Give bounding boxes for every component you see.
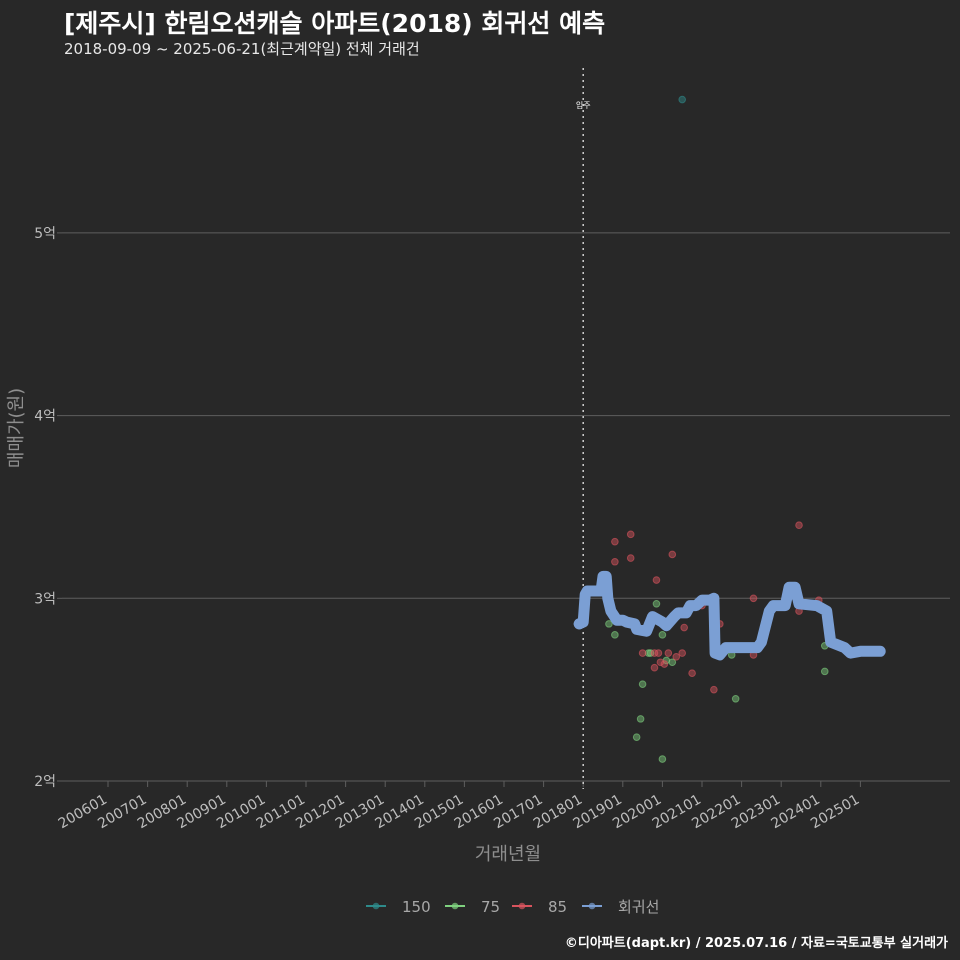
data-point-75 — [611, 631, 619, 639]
scatter-points — [573, 95, 829, 763]
legend-key-dot — [372, 902, 380, 910]
data-point-75 — [605, 620, 613, 628]
data-point-75 — [646, 649, 655, 657]
legend-label: 150 — [402, 898, 431, 916]
x-axis-label: 거래년월 — [475, 844, 541, 865]
y-tick-label: 2억 — [34, 774, 56, 790]
data-point-85 — [626, 530, 635, 539]
data-point-75 — [636, 715, 645, 723]
legend: 150 75 85 회귀선 — [366, 898, 659, 916]
data-point-75 — [658, 631, 667, 639]
data-point-75 — [652, 599, 661, 608]
legend-label: 85 — [548, 898, 567, 916]
data-point-85 — [680, 623, 688, 632]
data-point-75 — [658, 755, 667, 763]
data-point-85 — [611, 557, 619, 566]
data-point-75 — [638, 680, 647, 688]
grid-lines — [57, 232, 950, 787]
data-point-85 — [654, 649, 663, 657]
x-tick-labels: 2006012007012008012009012010012011012012… — [56, 792, 863, 833]
y-tick-labels: 2억 3억 4억 5억 — [34, 226, 56, 790]
legend-label: 75 — [481, 898, 500, 916]
data-point-85 — [664, 649, 673, 657]
data-point-150 — [678, 95, 687, 104]
data-point-85 — [749, 594, 758, 603]
data-point-85 — [650, 649, 659, 657]
move-in-annotation: 입주 — [576, 101, 591, 110]
data-point-85 — [650, 663, 659, 672]
data-point-75 — [668, 658, 677, 667]
chart-title: [제주시] 한림오션캐슬 아파트(2018) 회귀선 예측 — [64, 9, 606, 38]
data-point-75 — [644, 649, 653, 657]
data-point-85 — [678, 649, 687, 657]
legend-key-dot — [451, 902, 459, 910]
data-point-75 — [820, 667, 829, 676]
data-point-85 — [795, 521, 803, 530]
data-point-85 — [652, 576, 661, 584]
y-tick-label: 5억 — [34, 226, 56, 242]
regression-line — [573, 570, 886, 661]
legend-key-dot — [518, 902, 526, 910]
data-point-85 — [656, 658, 665, 667]
data-point-75 — [731, 694, 740, 703]
y-tick-label: 4억 — [34, 409, 56, 425]
y-tick-label: 3억 — [34, 591, 56, 607]
data-point-85 — [688, 669, 696, 678]
data-point-75 — [632, 733, 641, 741]
data-point-85 — [672, 652, 681, 661]
data-point-85 — [660, 660, 669, 668]
data-point-85 — [710, 685, 718, 694]
data-point-85 — [611, 537, 619, 546]
data-point-85 — [638, 649, 647, 657]
source-caption: ©디아파트(dapt.kr) / 2025.07.16 / 자료=국토교통부 실… — [564, 936, 948, 951]
chart-subtitle: 2018-09-09 ~ 2025-06-21(최근계약일) 전체 거래건 — [64, 40, 420, 58]
data-point-85 — [668, 550, 677, 559]
legend-label: 회귀선 — [618, 898, 659, 916]
legend-key-dot — [588, 902, 596, 910]
y-axis-label: 매매가(원) — [6, 388, 27, 468]
data-point-85 — [626, 554, 635, 562]
